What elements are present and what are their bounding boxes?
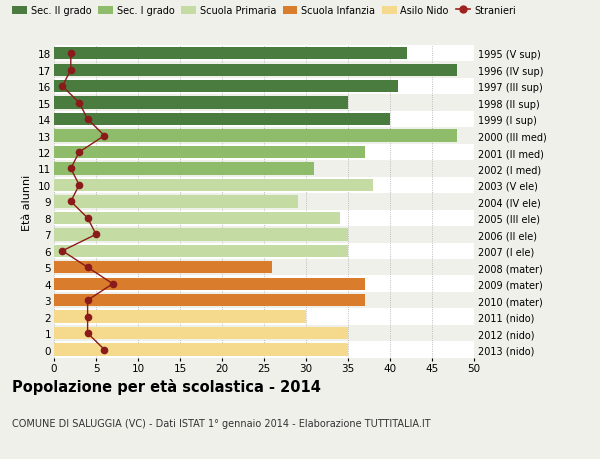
Bar xyxy=(54,48,407,60)
Bar xyxy=(54,292,474,309)
Text: COMUNE DI SALUGGIA (VC) - Dati ISTAT 1° gennaio 2014 - Elaborazione TUTTITALIA.I: COMUNE DI SALUGGIA (VC) - Dati ISTAT 1° … xyxy=(12,418,431,428)
Bar xyxy=(54,262,272,274)
Bar xyxy=(54,79,474,95)
Bar xyxy=(54,145,474,161)
Bar xyxy=(54,341,474,358)
Bar xyxy=(54,130,457,142)
Bar xyxy=(54,97,348,110)
Bar xyxy=(54,161,474,177)
Bar xyxy=(54,95,474,112)
Bar xyxy=(54,177,474,194)
Bar xyxy=(54,210,474,227)
Bar xyxy=(54,212,340,224)
Bar xyxy=(54,311,306,323)
Bar xyxy=(54,194,474,210)
Bar xyxy=(54,278,365,290)
Bar xyxy=(54,227,474,243)
Bar xyxy=(54,146,365,159)
Bar xyxy=(54,294,365,307)
Bar xyxy=(54,309,474,325)
Bar xyxy=(54,243,474,259)
Bar xyxy=(54,62,474,79)
Bar xyxy=(54,179,373,192)
Bar xyxy=(54,276,474,292)
Bar xyxy=(54,229,348,241)
Legend: Sec. II grado, Sec. I grado, Scuola Primaria, Scuola Infanzia, Asilo Nido, Stran: Sec. II grado, Sec. I grado, Scuola Prim… xyxy=(8,2,520,20)
Text: Popolazione per età scolastica - 2014: Popolazione per età scolastica - 2014 xyxy=(12,379,321,395)
Bar xyxy=(54,64,457,77)
Bar xyxy=(54,81,398,93)
Bar xyxy=(54,128,474,145)
Bar xyxy=(54,196,298,208)
Bar xyxy=(54,259,474,276)
Bar xyxy=(54,114,390,126)
Bar xyxy=(54,46,474,62)
Bar xyxy=(54,344,348,356)
Bar xyxy=(54,112,474,128)
Bar xyxy=(54,163,314,175)
Y-axis label: Età alunni: Età alunni xyxy=(22,174,32,230)
Bar xyxy=(54,327,348,340)
Bar xyxy=(54,245,348,257)
Bar xyxy=(54,325,474,341)
